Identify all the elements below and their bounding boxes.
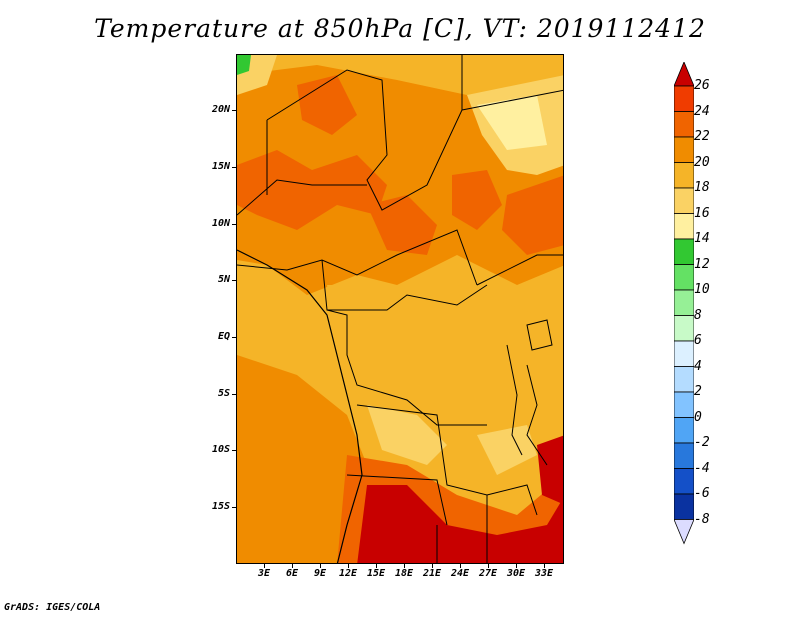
colorbar-segment xyxy=(674,85,694,112)
lat-label-5s: 5S xyxy=(217,388,230,399)
lon-label-15e: 15E xyxy=(366,568,386,579)
field-24-center xyxy=(367,195,437,255)
colorbar-label: 26 xyxy=(694,78,710,93)
field-26-south xyxy=(357,485,563,563)
colorbar-label: -2 xyxy=(694,435,710,450)
lon-tick xyxy=(488,564,489,568)
colorbar-segment xyxy=(674,213,694,240)
colorbar-segment xyxy=(674,340,694,367)
colorbar-label: -8 xyxy=(694,511,710,527)
lat-tick xyxy=(232,394,236,395)
colorbar-label: -4 xyxy=(694,460,710,476)
lat-tick xyxy=(232,337,236,338)
lake-victoria xyxy=(526,319,553,351)
colorbar-label: 6 xyxy=(694,333,702,348)
colorbar-label: 24 xyxy=(694,103,710,119)
coastline xyxy=(237,249,363,563)
lat-tick xyxy=(232,224,236,225)
colorbar-label: 0 xyxy=(694,409,702,425)
colorbar-segment xyxy=(674,468,694,495)
lon-label-12e: 12E xyxy=(338,568,358,579)
field-22-sw xyxy=(237,355,367,563)
colorbar-segment xyxy=(674,493,694,520)
colorbar-segment xyxy=(674,162,694,189)
temperature-field xyxy=(237,55,563,563)
lat-label-20n: 20N xyxy=(211,104,230,115)
colorbar-segment xyxy=(674,391,694,418)
colorbar-label: 12 xyxy=(694,256,710,272)
colorbar-label: -6 xyxy=(694,486,710,501)
colorbar-label: 20 xyxy=(694,154,710,170)
credit-text: GrADS: IGES/COLA xyxy=(4,602,101,613)
field-26-se xyxy=(537,435,563,505)
colorbar-segment xyxy=(674,366,694,393)
colorbar-label: 10 xyxy=(694,282,710,297)
lat-label-eq: EQ xyxy=(217,331,230,342)
lon-label-27e: 27E xyxy=(478,568,498,579)
colorbar-label: 4 xyxy=(694,358,702,374)
colorbar-segment xyxy=(674,315,694,342)
colorbar-label: 16 xyxy=(694,205,710,221)
field-24-west xyxy=(237,150,387,230)
lon-label-24e: 24E xyxy=(450,568,470,579)
map-panel xyxy=(236,54,564,564)
lon-tick xyxy=(544,564,545,568)
lat-label-10s: 10S xyxy=(211,444,230,455)
lon-label-18e: 18E xyxy=(394,568,414,579)
field-18-se xyxy=(477,425,537,475)
lon-tick xyxy=(404,564,405,568)
lat-label-10n: 10N xyxy=(211,218,230,229)
field-24-east xyxy=(452,170,502,230)
lon-tick xyxy=(516,564,517,568)
lake-tanganyika xyxy=(506,344,523,456)
lon-label-21e: 21E xyxy=(422,568,442,579)
lat-tick xyxy=(232,280,236,281)
lat-label-5n: 5N xyxy=(217,274,230,285)
colorbar-label: 14 xyxy=(694,231,710,246)
lon-tick xyxy=(320,564,321,568)
lon-tick xyxy=(348,564,349,568)
country-borders xyxy=(237,55,563,563)
lon-tick xyxy=(376,564,377,568)
lon-tick xyxy=(460,564,461,568)
colorbar-label: 18 xyxy=(694,180,710,195)
colorbar-segment xyxy=(674,187,694,214)
lon-label-9e: 9E xyxy=(313,568,327,579)
lat-label-15n: 15N xyxy=(211,161,230,172)
lat-label-15s: 15S xyxy=(211,501,230,512)
lon-tick xyxy=(292,564,293,568)
colorbar-label: 22 xyxy=(694,129,710,144)
field-24-north xyxy=(297,75,357,135)
colorbar-segment xyxy=(674,111,694,138)
colorbar-segments xyxy=(674,62,694,545)
colorbar xyxy=(674,62,694,545)
lon-tick xyxy=(264,564,265,568)
field-18-highland xyxy=(367,405,447,465)
chart-title: Temperature at 850hPa [C], VT: 201911241… xyxy=(94,14,706,43)
field-16-ne xyxy=(477,95,547,150)
colorbar-segment xyxy=(674,417,694,444)
lat-tick xyxy=(232,507,236,508)
colorbar-bottom-triangle xyxy=(674,519,694,545)
colorbar-segment xyxy=(674,238,694,265)
lon-label-33e: 33E xyxy=(534,568,554,579)
lat-tick xyxy=(232,450,236,451)
colorbar-segment xyxy=(674,136,694,163)
lon-tick xyxy=(432,564,433,568)
lon-label-6e: 6E xyxy=(285,568,299,579)
lat-tick xyxy=(232,167,236,168)
colorbar-top-triangle xyxy=(674,62,694,87)
field-24-ne xyxy=(502,175,563,255)
field-14-nw xyxy=(237,55,251,75)
colorbar-label: 8 xyxy=(694,307,702,323)
colorbar-segment xyxy=(674,442,694,469)
lat-tick xyxy=(232,110,236,111)
colorbar-segment xyxy=(674,264,694,291)
colorbar-segment xyxy=(674,289,694,316)
lon-label-30e: 30E xyxy=(506,568,526,579)
colorbar-label: 2 xyxy=(694,384,702,399)
field-20-basin xyxy=(327,285,537,425)
lon-label-3e: 3E xyxy=(257,568,271,579)
